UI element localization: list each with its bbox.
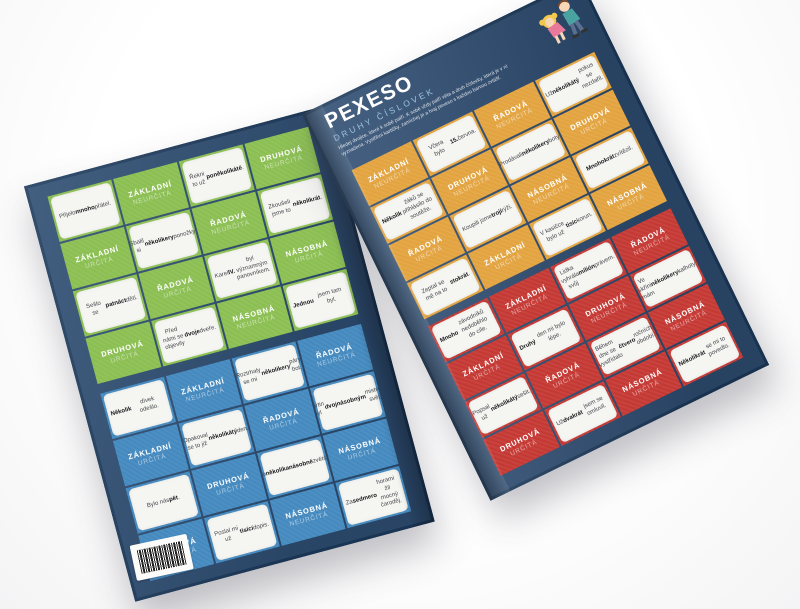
right-page: PEXESO DRUHY ČÍSLOVEK Hledej dvojice, kt… [302,0,770,501]
kids-illustration [528,0,597,59]
barcode-icon [136,540,187,574]
sheet-header: PEXESO DRUHY ČÍSLOVEK Hledej dvojice, kt… [321,0,603,166]
open-game-sheet: Přijelo mnoho přátel. ZÁKLADNÍ NEURČITÁ Řek… [23,0,770,609]
